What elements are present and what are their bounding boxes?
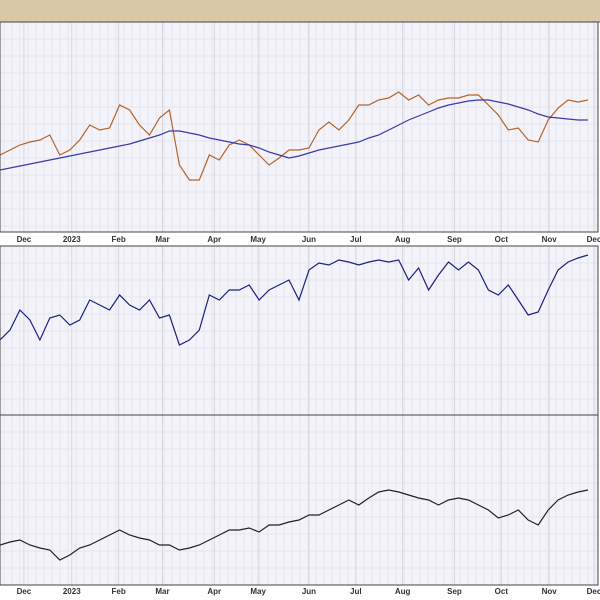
series-line bbox=[0, 489, 589, 561]
x-tick-label: May bbox=[250, 587, 266, 596]
panel-border bbox=[0, 21, 599, 233]
x-tick-label: Jun bbox=[302, 587, 316, 596]
x-tick-label: Feb bbox=[111, 235, 125, 244]
x-tick-label: Apr bbox=[207, 235, 221, 244]
x-tick-label: Dec bbox=[17, 587, 32, 596]
x-tick-label: Nov bbox=[542, 587, 558, 596]
x-tick-label: Jun bbox=[302, 235, 316, 244]
x-tick-label: 2023 bbox=[63, 587, 81, 596]
x-tick-label: Aug bbox=[395, 587, 411, 596]
x-tick-label: Oct bbox=[495, 587, 509, 596]
x-tick-label: Sep bbox=[447, 235, 462, 244]
x-tick-label: May bbox=[250, 235, 266, 244]
x-tick-label: Mar bbox=[155, 235, 169, 244]
x-tick-label: Oct bbox=[495, 235, 509, 244]
x-tick-label: Dec bbox=[17, 235, 32, 244]
panel-border bbox=[0, 414, 599, 586]
x-tick-label: Dec bbox=[587, 235, 600, 244]
x-tick-label: Aug bbox=[395, 235, 411, 244]
series-line bbox=[0, 99, 588, 171]
x-tick-label: Jul bbox=[350, 235, 362, 244]
x-tick-label: Nov bbox=[542, 235, 558, 244]
series-line bbox=[0, 91, 589, 181]
x-tick-label: Feb bbox=[111, 587, 125, 596]
x-tick-label: 2023 bbox=[63, 235, 81, 244]
x-tick-label: Mar bbox=[155, 587, 169, 596]
series-line bbox=[0, 254, 589, 346]
header-bar bbox=[0, 0, 600, 22]
x-tick-label: Jul bbox=[350, 587, 362, 596]
x-tick-label: Sep bbox=[447, 587, 462, 596]
x-tick-label: Apr bbox=[207, 587, 221, 596]
x-tick-label: Dec bbox=[587, 587, 600, 596]
